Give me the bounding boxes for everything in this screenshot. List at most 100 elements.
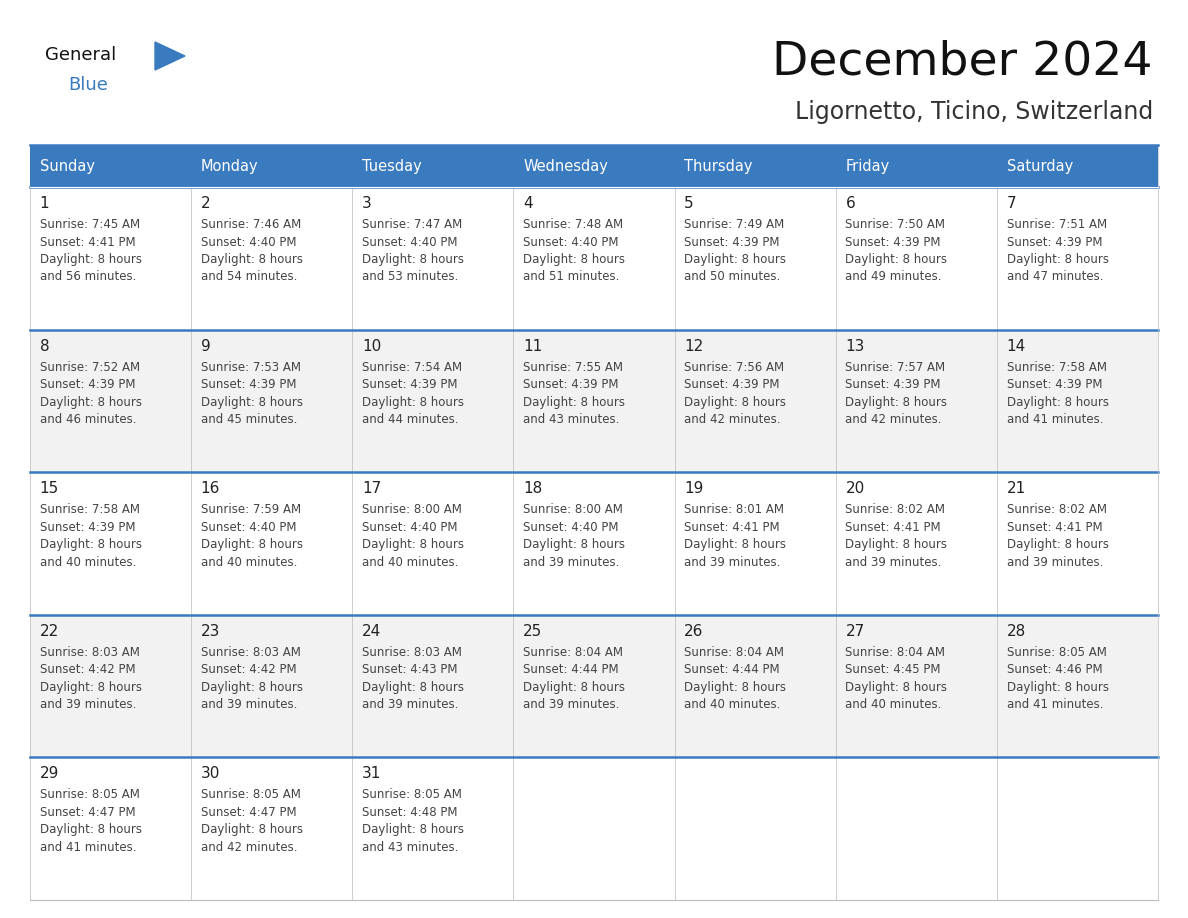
Text: 14: 14 [1006, 339, 1025, 353]
Text: 12: 12 [684, 339, 703, 353]
Text: Sunset: 4:39 PM: Sunset: 4:39 PM [684, 236, 779, 249]
Bar [513, 330, 675, 472]
Text: 1: 1 [39, 196, 49, 211]
Text: 18: 18 [523, 481, 543, 497]
Text: and 41 minutes.: and 41 minutes. [1006, 699, 1102, 711]
Text: Daylight: 8 hours: Daylight: 8 hours [1006, 538, 1108, 551]
Text: Sunrise: 8:02 AM: Sunrise: 8:02 AM [846, 503, 946, 516]
Bar [353, 187, 513, 330]
Text: Saturday: Saturday [1006, 159, 1073, 174]
Text: 9: 9 [201, 339, 210, 353]
Text: Sunrise: 8:05 AM: Sunrise: 8:05 AM [1006, 645, 1106, 659]
Text: and 49 minutes.: and 49 minutes. [846, 271, 942, 284]
Bar [513, 757, 675, 900]
Text: Daylight: 8 hours: Daylight: 8 hours [362, 681, 465, 694]
Text: Wednesday: Wednesday [523, 159, 608, 174]
Bar [997, 187, 1158, 330]
Text: and 50 minutes.: and 50 minutes. [684, 271, 781, 284]
Text: Sunset: 4:40 PM: Sunset: 4:40 PM [201, 521, 296, 533]
Text: 29: 29 [39, 767, 59, 781]
Text: and 40 minutes.: and 40 minutes. [684, 699, 781, 711]
Bar [513, 145, 675, 187]
Text: December 2024: December 2024 [772, 39, 1154, 84]
Text: Sunset: 4:41 PM: Sunset: 4:41 PM [684, 521, 779, 533]
Bar [513, 615, 675, 757]
Text: Sunset: 4:40 PM: Sunset: 4:40 PM [523, 236, 619, 249]
Bar [353, 615, 513, 757]
Bar [675, 615, 835, 757]
Text: 22: 22 [39, 624, 59, 639]
Text: Daylight: 8 hours: Daylight: 8 hours [523, 253, 625, 266]
Bar [997, 145, 1158, 187]
Bar [191, 330, 353, 472]
Text: Sunset: 4:40 PM: Sunset: 4:40 PM [201, 236, 296, 249]
Text: Sunrise: 7:57 AM: Sunrise: 7:57 AM [846, 361, 946, 374]
Text: 5: 5 [684, 196, 694, 211]
Bar [675, 187, 835, 330]
Bar [191, 187, 353, 330]
Text: and 40 minutes.: and 40 minutes. [362, 555, 459, 568]
Text: Sunrise: 8:02 AM: Sunrise: 8:02 AM [1006, 503, 1106, 516]
Text: Daylight: 8 hours: Daylight: 8 hours [1006, 396, 1108, 409]
Text: Daylight: 8 hours: Daylight: 8 hours [362, 253, 465, 266]
Text: Sunrise: 8:03 AM: Sunrise: 8:03 AM [201, 645, 301, 659]
Text: Daylight: 8 hours: Daylight: 8 hours [362, 823, 465, 836]
Text: and 40 minutes.: and 40 minutes. [846, 699, 942, 711]
Text: Sunrise: 7:56 AM: Sunrise: 7:56 AM [684, 361, 784, 374]
Bar [30, 615, 191, 757]
Text: Thursday: Thursday [684, 159, 753, 174]
Text: 3: 3 [362, 196, 372, 211]
Text: Sunrise: 8:04 AM: Sunrise: 8:04 AM [846, 645, 946, 659]
Bar [353, 757, 513, 900]
Text: Daylight: 8 hours: Daylight: 8 hours [1006, 253, 1108, 266]
Text: and 41 minutes.: and 41 minutes. [39, 841, 137, 854]
Text: 24: 24 [362, 624, 381, 639]
Text: Sunrise: 8:05 AM: Sunrise: 8:05 AM [201, 789, 301, 801]
Text: Sunrise: 8:04 AM: Sunrise: 8:04 AM [684, 645, 784, 659]
Text: Sunset: 4:39 PM: Sunset: 4:39 PM [201, 378, 296, 391]
Text: 30: 30 [201, 767, 220, 781]
Polygon shape [154, 42, 185, 70]
Text: Sunset: 4:40 PM: Sunset: 4:40 PM [523, 521, 619, 533]
Text: Sunset: 4:47 PM: Sunset: 4:47 PM [39, 806, 135, 819]
Bar [997, 330, 1158, 472]
Text: Sunset: 4:39 PM: Sunset: 4:39 PM [1006, 236, 1102, 249]
Text: and 39 minutes.: and 39 minutes. [523, 555, 619, 568]
Text: Tuesday: Tuesday [362, 159, 422, 174]
Bar [30, 187, 191, 330]
Text: and 54 minutes.: and 54 minutes. [201, 271, 297, 284]
Text: Sunrise: 8:04 AM: Sunrise: 8:04 AM [523, 645, 623, 659]
Text: Daylight: 8 hours: Daylight: 8 hours [684, 396, 786, 409]
Text: 13: 13 [846, 339, 865, 353]
Text: Sunset: 4:44 PM: Sunset: 4:44 PM [684, 664, 779, 677]
Text: Daylight: 8 hours: Daylight: 8 hours [684, 681, 786, 694]
Text: and 51 minutes.: and 51 minutes. [523, 271, 619, 284]
Text: 8: 8 [39, 339, 49, 353]
Text: Sunday: Sunday [39, 159, 95, 174]
Text: and 42 minutes.: and 42 minutes. [846, 413, 942, 426]
Text: Sunset: 4:39 PM: Sunset: 4:39 PM [523, 378, 619, 391]
Text: Sunrise: 8:05 AM: Sunrise: 8:05 AM [39, 789, 139, 801]
Text: Sunset: 4:41 PM: Sunset: 4:41 PM [846, 521, 941, 533]
Text: Sunset: 4:44 PM: Sunset: 4:44 PM [523, 664, 619, 677]
Bar [353, 472, 513, 615]
Bar [675, 330, 835, 472]
Text: Daylight: 8 hours: Daylight: 8 hours [39, 681, 141, 694]
Bar [191, 615, 353, 757]
Text: 7: 7 [1006, 196, 1016, 211]
Bar [835, 330, 997, 472]
Text: Monday: Monday [201, 159, 259, 174]
Text: Daylight: 8 hours: Daylight: 8 hours [39, 823, 141, 836]
Text: Sunrise: 7:54 AM: Sunrise: 7:54 AM [362, 361, 462, 374]
Bar [30, 330, 191, 472]
Text: and 47 minutes.: and 47 minutes. [1006, 271, 1102, 284]
Text: 26: 26 [684, 624, 703, 639]
Text: and 39 minutes.: and 39 minutes. [201, 699, 297, 711]
Text: Sunrise: 7:52 AM: Sunrise: 7:52 AM [39, 361, 140, 374]
Bar [835, 472, 997, 615]
Text: Sunrise: 7:53 AM: Sunrise: 7:53 AM [201, 361, 301, 374]
Text: Sunrise: 7:45 AM: Sunrise: 7:45 AM [39, 218, 140, 231]
Text: Sunset: 4:45 PM: Sunset: 4:45 PM [846, 664, 941, 677]
Bar [835, 187, 997, 330]
Bar [675, 757, 835, 900]
